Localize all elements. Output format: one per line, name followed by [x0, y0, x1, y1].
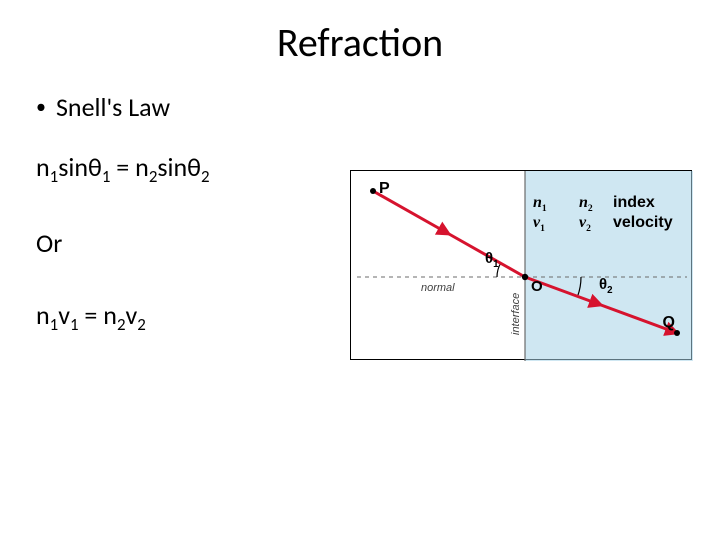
- eq2-equals: =: [79, 299, 104, 331]
- svg-text:index: index: [613, 194, 655, 211]
- svg-text:interface: interface: [510, 293, 522, 335]
- svg-text:θ1: θ1: [485, 250, 499, 270]
- eq2-n2-sub: 2: [117, 314, 126, 335]
- eq2-v2: v: [126, 299, 138, 331]
- eq2-v1: v: [58, 299, 70, 331]
- svg-text:O: O: [531, 278, 543, 295]
- svg-text:Q: Q: [663, 314, 675, 331]
- bullet-text: Snell's Law: [56, 91, 170, 123]
- refraction-diagram: POQθ1θ2normalinterfacen1v1n2v2indexveloc…: [350, 170, 692, 360]
- eq1-sin2: sinθ: [157, 151, 201, 183]
- eq2-n1: n: [36, 299, 50, 331]
- eq1-equals: =: [110, 151, 135, 183]
- refraction-svg: POQθ1θ2normalinterfacen1v1n2v2indexveloc…: [351, 171, 693, 361]
- eq2-v2-sub: 2: [137, 314, 146, 335]
- eq2-v1-sub: 1: [70, 314, 79, 335]
- eq1-n1: n: [36, 151, 50, 183]
- eq1-sin2-sub: 2: [201, 166, 210, 187]
- bullet-dot-icon: •: [36, 97, 46, 117]
- svg-text:normal: normal: [421, 282, 455, 294]
- svg-text:velocity: velocity: [613, 214, 673, 231]
- eq1-n1-sub: 1: [50, 166, 59, 187]
- eq2-n1-sub: 1: [50, 314, 59, 335]
- eq2-n2: n: [103, 299, 117, 331]
- eq1-n2: n: [135, 151, 149, 183]
- bullet-snells-law: • Snell's Law: [36, 91, 720, 123]
- eq1-sin1: sinθ: [58, 151, 102, 183]
- svg-text:P: P: [379, 180, 390, 197]
- slide-title: Refraction: [0, 0, 720, 77]
